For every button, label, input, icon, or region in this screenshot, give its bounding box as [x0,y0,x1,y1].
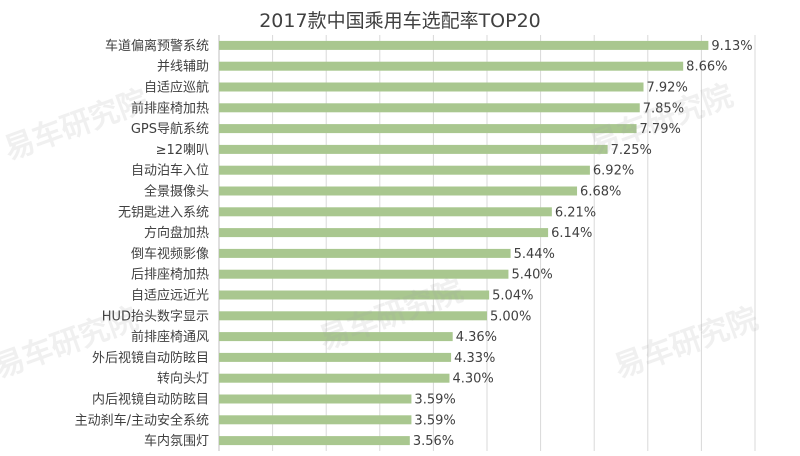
data-label: 8.66% [686,60,727,75]
category-label: 后排座椅加热 [131,268,209,283]
bar [219,207,552,217]
category-label: 前排座椅加热 [131,100,209,116]
data-label: 5.40% [511,268,552,283]
data-label: 4.36% [456,330,497,345]
data-label: 9.13% [711,39,752,54]
category-label: ≥12喇叭 [156,143,209,158]
bar [219,248,511,258]
data-label: 5.44% [514,247,555,262]
bar [219,352,452,362]
data-label: 3.59% [414,393,455,408]
category-label: 全景摄像头 [144,184,209,200]
bar [219,144,608,154]
category-label: 无钥匙进入系统 [118,205,209,220]
bar [219,186,578,196]
bar [219,82,644,92]
bar [219,40,709,50]
chart-title: 2017款中国乘用车选配率TOP20 [259,10,541,32]
data-label: 6.68% [580,185,621,200]
category-label: 主动刹车/主动安全系统 [75,412,209,428]
data-label: 5.04% [492,289,533,304]
bar [219,269,509,279]
data-label: 3.56% [413,434,454,449]
category-label: 车内氛围灯 [144,433,209,449]
data-label: 7.79% [640,122,681,137]
category-label: 方向盘加热 [144,225,209,241]
category-label: 自适应巡航 [144,80,209,96]
bar [219,332,453,342]
category-label: 转向头灯 [157,371,209,387]
data-label: 3.59% [414,413,455,428]
category-label: 外后视镜自动防眩目 [92,350,209,366]
bar [219,373,450,383]
data-label: 7.85% [643,101,684,116]
category-label: 自动泊车入位 [131,163,209,179]
data-label: 4.30% [452,372,493,387]
bar [219,103,640,113]
category-label: 自适应远近光 [131,288,209,304]
bar [219,394,412,404]
bar [219,228,549,238]
category-label: GPS导航系统 [131,121,209,137]
bar [219,436,410,446]
bar [219,290,490,300]
category-label: 并线辅助 [157,60,209,75]
category-label: 车道偏离预警系统 [105,38,209,54]
category-label: 倒车视频影像 [131,246,209,262]
data-label: 7.25% [611,143,652,158]
data-label: 4.33% [454,351,495,366]
data-label: 6.21% [555,205,596,220]
bar [219,311,487,321]
data-label: 6.92% [593,164,634,179]
data-label: 6.14% [551,226,592,241]
bar [219,61,684,71]
data-label: 5.00% [490,309,531,324]
bar [219,124,637,134]
category-label: 内后视镜自动防眩目 [92,392,209,408]
category-label: 前排座椅通风 [131,329,209,345]
bar [219,415,412,425]
bar [219,165,590,175]
category-label: HUD抬头数字显示 [102,309,209,324]
data-label: 7.92% [647,81,688,96]
